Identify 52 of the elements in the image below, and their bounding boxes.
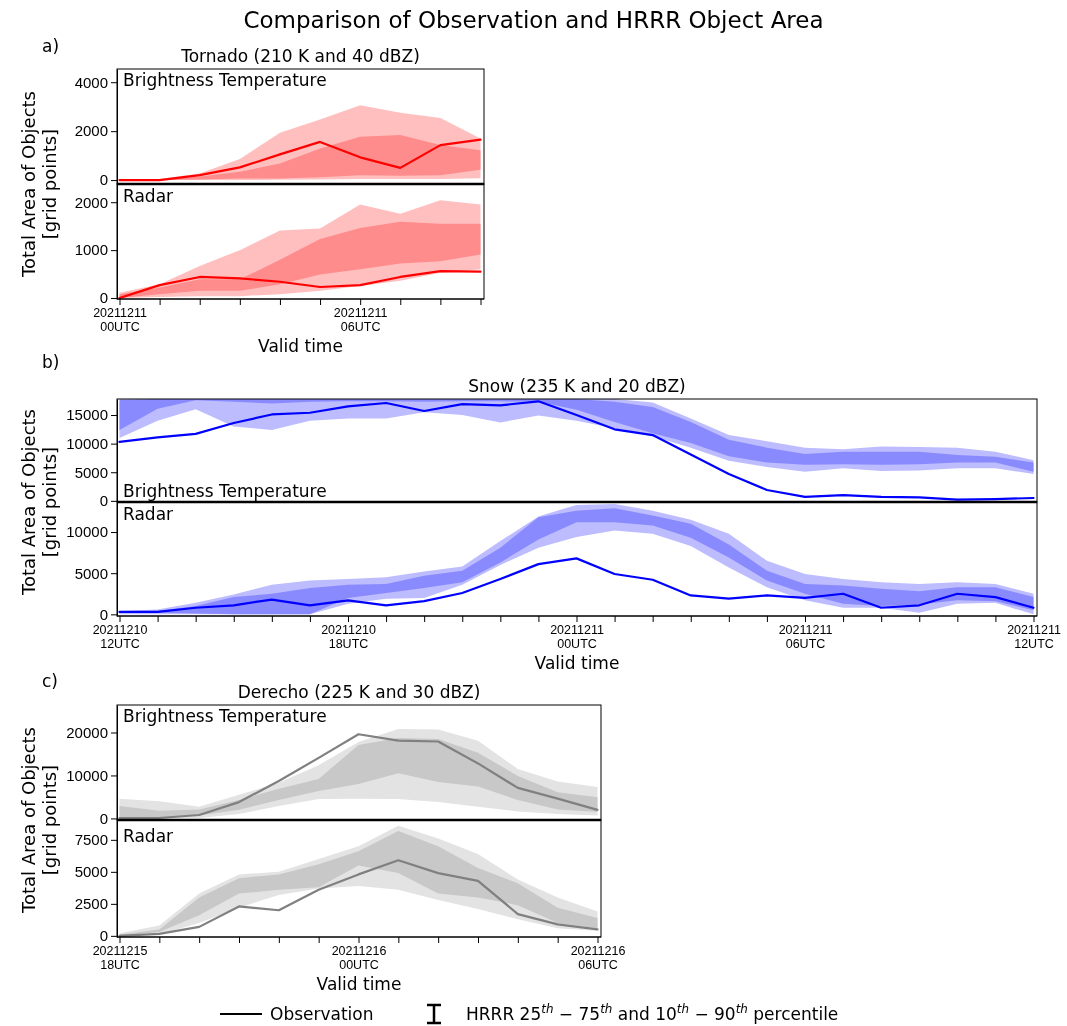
y-axis-title: Total Area of Objects [grid points]	[17, 91, 60, 278]
y-tick-label: 2500	[74, 895, 108, 913]
y-tick-label: 10000	[66, 434, 108, 452]
y-tick-label: 0	[99, 809, 108, 827]
line-series	[118, 557, 1035, 613]
x-tick-label: 20211215 18UTC	[92, 944, 148, 973]
y-tick-label: 2000	[74, 193, 108, 211]
x-tick-label: 20211211 12UTC	[1007, 623, 1061, 652]
annotation: Radar	[123, 504, 174, 524]
text: a)	[42, 36, 60, 56]
y-tick-label: 5000	[74, 564, 108, 582]
y-axis-title: Total Area of Objects [grid points]	[17, 409, 60, 596]
y-tick-label: 10000	[66, 766, 108, 784]
annotation: Radar	[123, 186, 174, 206]
y-tick-label: 20000	[66, 723, 108, 741]
y-tick-label: 10000	[66, 523, 108, 541]
y-tick-label: 1000	[74, 241, 108, 259]
x-tick-label: 20211210 12UTC	[92, 623, 148, 652]
y-tick-label: 5000	[74, 863, 108, 881]
x-axis-title: Valid time	[316, 974, 402, 994]
y-tick-label: 0	[99, 605, 108, 623]
chart-title: Derecho (225 K and 30 dBZ)	[237, 682, 481, 702]
text: HRRR 25$^{th}$ − 75$^{th}$ and 10$^{th}$ − 90$^{th}$ percentile	[466, 1002, 839, 1024]
text: Observation	[270, 1004, 374, 1024]
y-tick-label: 2000	[74, 122, 108, 140]
y-tick-label: 0	[99, 927, 108, 945]
x-tick-label: 20211216 00UTC	[331, 944, 387, 973]
chart-title: Tornado (210 K and 40 dBZ)	[180, 46, 420, 66]
x-tick-label: 20211211 00UTC	[550, 623, 604, 652]
annotation: Brightness Temperature	[123, 706, 327, 726]
y-tick-label: 4000	[74, 73, 108, 91]
text: b)	[42, 352, 60, 372]
x-tick-label: 20211211 06UTC	[778, 623, 833, 652]
x-tick-label: 20211211 00UTC	[93, 306, 147, 335]
chart-title: Snow (235 K and 20 dBZ)	[468, 376, 686, 396]
y-tick-label: 5000	[74, 463, 108, 481]
annotation: Brightness Temperature	[123, 70, 327, 90]
text: c)	[42, 671, 58, 691]
text: Comparison of Observation and HRRR Object Area	[243, 7, 824, 33]
x-tick-label: 20211216 06UTC	[570, 944, 626, 973]
x-tick-label: 20211210 18UTC	[321, 623, 376, 652]
y-tick-label: 0	[99, 492, 108, 510]
x-axis-title: Valid time	[534, 653, 620, 673]
y-tick-label: 0	[99, 289, 108, 307]
y-tick-label: 15000	[66, 406, 108, 424]
annotation: Brightness Temperature	[123, 481, 327, 501]
y-tick-label: 7500	[74, 831, 108, 849]
x-tick-label: 20211211 06UTC	[333, 306, 388, 335]
y-axis-title: Total Area of Objects [grid points]	[17, 727, 60, 914]
y-tick-label: 0	[99, 171, 108, 189]
x-axis-title: Valid time	[258, 336, 343, 356]
annotation: Radar	[123, 826, 174, 846]
